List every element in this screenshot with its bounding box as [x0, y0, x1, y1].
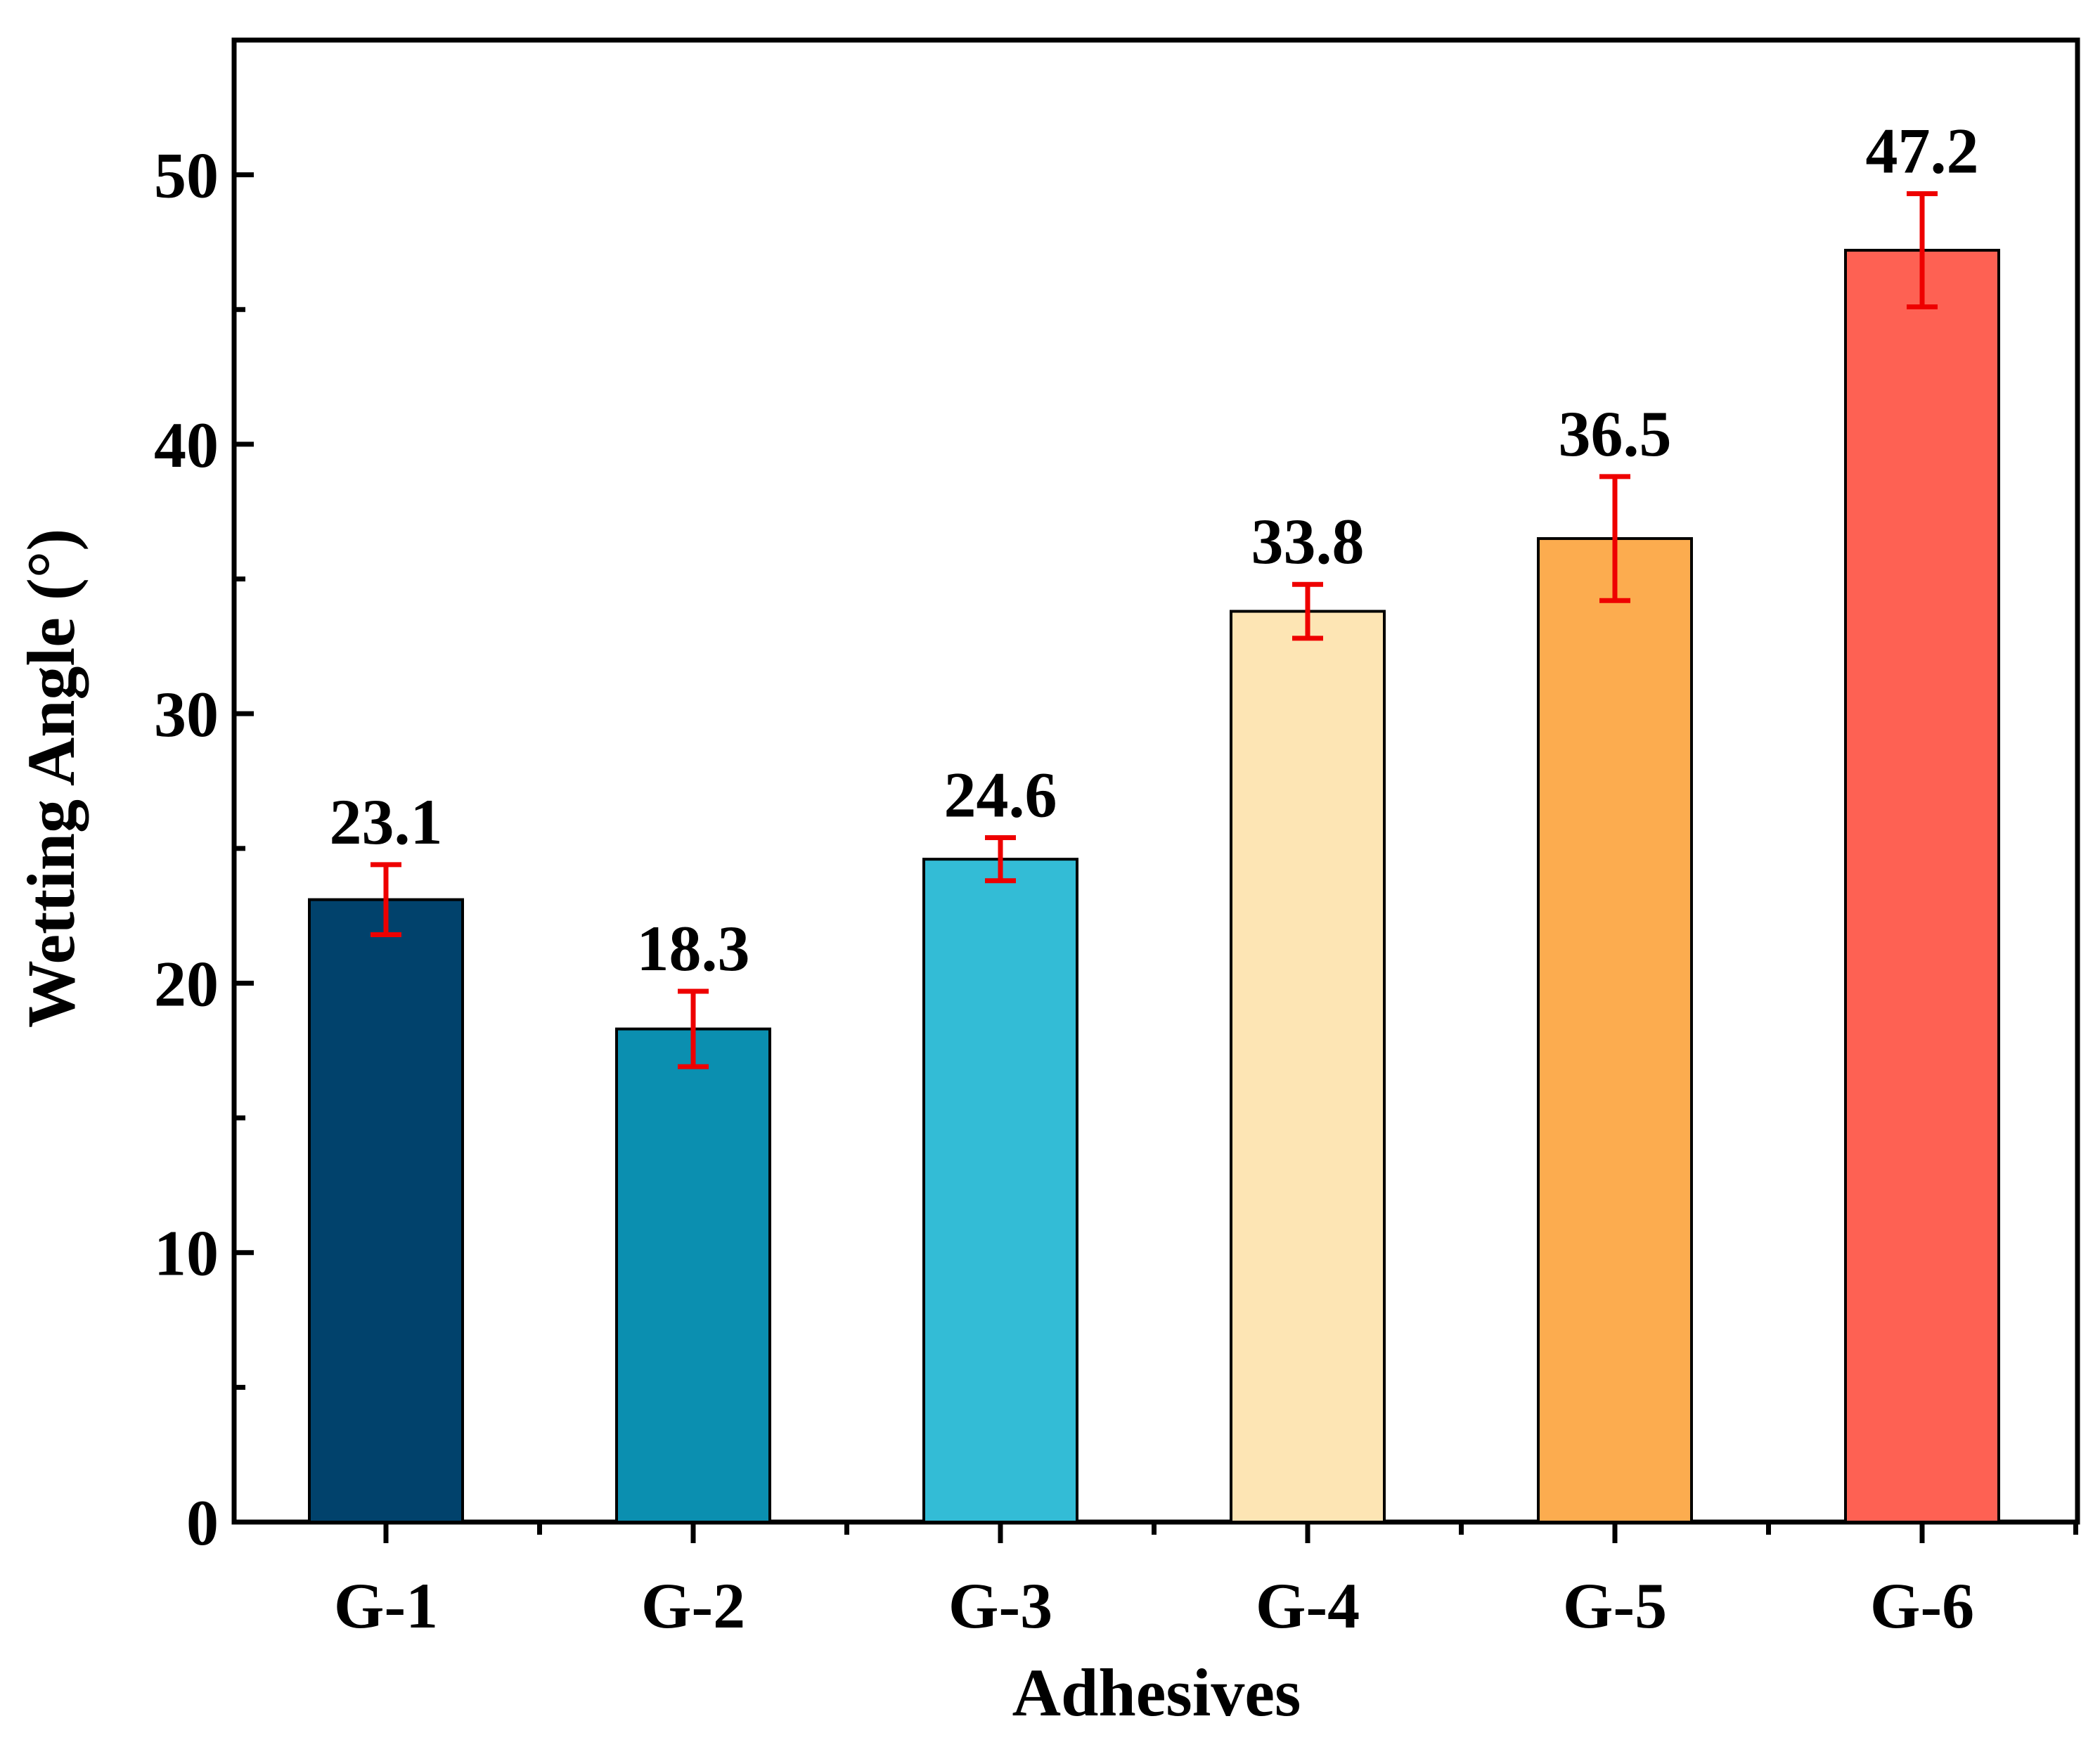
value-label: 18.3 — [637, 913, 750, 984]
y-tick-label: 40 — [154, 409, 219, 481]
y-tick-label: 10 — [154, 1218, 219, 1289]
value-label: 33.8 — [1251, 505, 1365, 577]
x-tick-label: G-5 — [1563, 1570, 1667, 1642]
plot-frame — [231, 37, 2080, 1525]
value-label: 36.5 — [1559, 398, 1672, 470]
x-tick-label: G-2 — [641, 1570, 745, 1642]
value-labels: 23.1 18.3 24.6 33.8 36.5 47.2 — [330, 115, 1979, 984]
x-tick-label: G-1 — [334, 1570, 438, 1642]
x-axis: G-1 G-2 G-3 G-4 G-5 G-6 — [334, 1522, 2078, 1642]
y-axis: 0 10 20 30 40 50 — [154, 140, 254, 1559]
y-tick-label: 30 — [154, 678, 219, 750]
error-bars — [371, 191, 1938, 1069]
y-tick-label: 50 — [154, 140, 219, 212]
bar-g-1 — [308, 898, 464, 1523]
bar-g-4 — [1230, 610, 1386, 1523]
bar-g-3 — [922, 858, 1078, 1523]
value-label: 47.2 — [1866, 115, 1979, 186]
x-tick-label: G-6 — [1870, 1570, 1974, 1642]
y-axis-title: Wetting Angle (°) — [13, 529, 89, 1028]
plot-border — [231, 37, 2080, 1525]
y-tick-label: 0 — [186, 1487, 219, 1559]
y-tick-label: 20 — [154, 948, 219, 1019]
bar-g-6 — [1844, 248, 2000, 1523]
bar-g-2 — [615, 1027, 771, 1524]
value-label: 23.1 — [330, 786, 443, 858]
bars — [308, 248, 2000, 1524]
value-label: 24.6 — [944, 759, 1057, 830]
x-tick-label: G-4 — [1256, 1570, 1360, 1642]
x-tick-label: G-3 — [948, 1570, 1052, 1642]
bar-g-5 — [1537, 537, 1693, 1523]
x-axis-title: Adhesives — [1012, 1655, 1301, 1730]
